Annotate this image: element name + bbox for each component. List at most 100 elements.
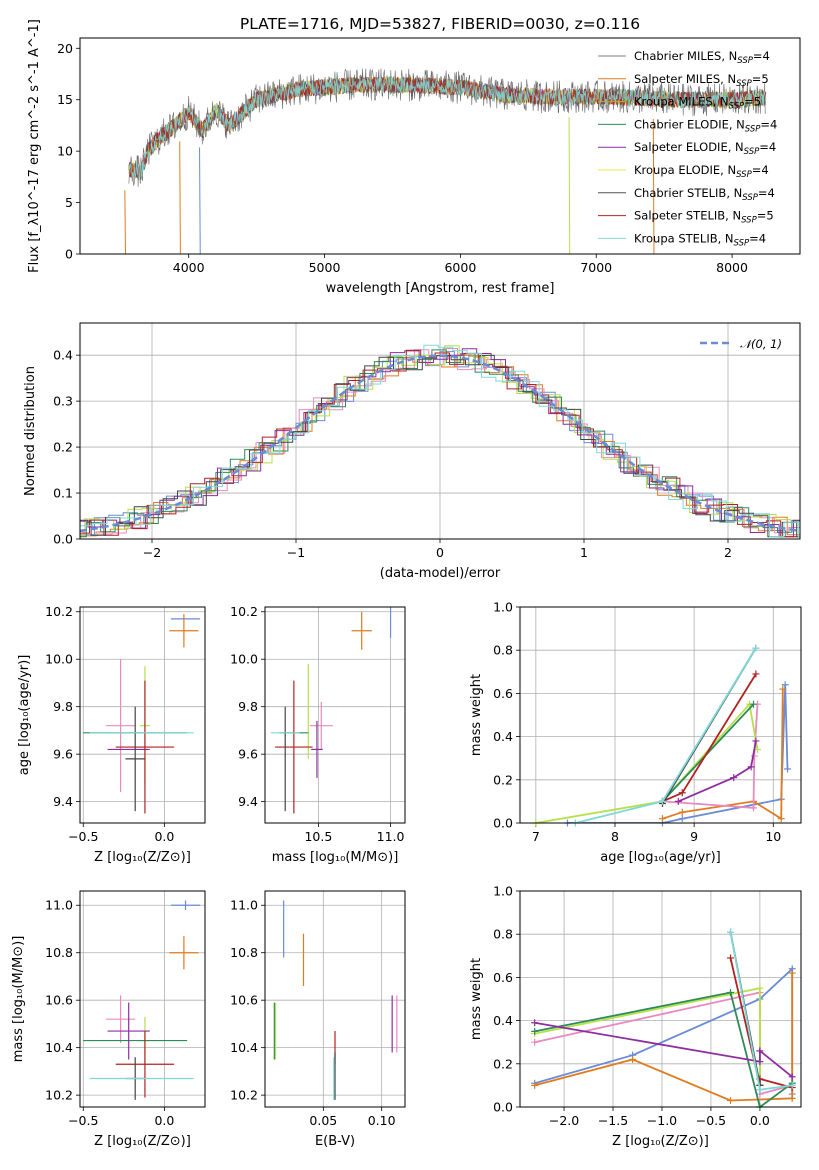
y-tick-label: 0.2 xyxy=(53,440,73,455)
y-tick-label: 0.8 xyxy=(493,643,513,658)
x-axis-label: Z [log₁₀(Z/Z⊙)] xyxy=(612,1134,709,1149)
x-axis-label: (data-model)/error xyxy=(380,566,501,581)
y-tick-label: 0.0 xyxy=(493,816,513,831)
y-tick-label: 10.2 xyxy=(45,604,73,619)
y-tick-label: 10.8 xyxy=(45,945,73,960)
y-tick-label: 11.0 xyxy=(45,898,73,913)
weight-series-line xyxy=(535,702,759,823)
weight-point-marker xyxy=(781,681,789,689)
residual-step-histogram xyxy=(80,354,800,538)
x-tick-label: −1.0 xyxy=(647,1113,677,1128)
x-tick-label: 4000 xyxy=(173,260,205,275)
plot-frame xyxy=(519,606,802,824)
weight-series-line xyxy=(662,689,784,821)
x-tick-label: 0 xyxy=(436,545,444,560)
x-tick-label: 8 xyxy=(611,829,619,844)
weight-point-marker xyxy=(752,670,760,678)
plot-frame xyxy=(519,890,802,1108)
x-tick-label: 10 xyxy=(765,829,781,844)
residual-step-histogram xyxy=(80,348,800,537)
y-axis-label: age [log₁₀(age/yr)] xyxy=(17,655,32,776)
legend-label-normal: 𝒩(0, 1) xyxy=(740,337,782,351)
y-tick-label: 10.8 xyxy=(230,945,258,960)
y-tick-label: 10.6 xyxy=(230,993,258,1008)
weight-point-marker xyxy=(678,789,686,797)
residual-step-histogram xyxy=(80,349,800,538)
weight-point-marker xyxy=(531,1027,539,1035)
absorption-dip xyxy=(652,119,655,254)
spectrum-panel: 4000 5000 6000 7000 8000 0 5 10 15 20 wavelength [… xyxy=(27,19,801,296)
weight-point-marker xyxy=(678,815,686,823)
weight-point-marker xyxy=(750,700,758,708)
absorption-dip xyxy=(124,190,127,254)
weight-series-line xyxy=(677,740,757,803)
normal-distribution-curve xyxy=(79,354,801,533)
age-vs-metallicity-panel: −0.5 0.0 9.4 9.6 9.8 10.0 10.2 Z [log₁₀(Z/Z⊙)] a… xyxy=(17,604,206,865)
legend-label: Chabrier MILES, NSSP=4 xyxy=(634,49,770,66)
x-axis-label: E(B-V) xyxy=(315,1134,355,1149)
residual-step-histogram xyxy=(80,344,800,538)
figure-title: PLATE=1716, MJD=53827, FIBERID=0030, z=0… xyxy=(240,15,640,33)
y-tick-label: 0.6 xyxy=(493,686,513,701)
mass-vs-ebv-panel: 0.05 0.10 10.2 10.4 10.6 10.8 11.0 E(B-V) xyxy=(230,890,406,1149)
weight-point-marker xyxy=(788,1081,796,1089)
y-tick-label: 20 xyxy=(57,41,73,56)
x-tick-label: −0.5 xyxy=(68,1113,98,1128)
weight-point-marker xyxy=(727,989,735,997)
x-tick-label: 0.0 xyxy=(154,829,174,844)
weight-vs-metallicity-panel: −2.0 −1.5 −1.0 −0.5 0.0 0.0 0.2 0.4 0.6 0.8 1.0 Z [… xyxy=(469,884,802,1149)
weight-point-marker xyxy=(777,815,785,823)
y-tick-label: 11.0 xyxy=(230,898,258,913)
weight-point-marker xyxy=(678,808,686,816)
weight-series-line xyxy=(534,987,761,1086)
weight-point-marker xyxy=(788,1073,796,1081)
y-tick-label: 0.2 xyxy=(493,772,513,787)
residual-step-histogram xyxy=(80,348,800,538)
legend-label: Kroupa MILES, NSSP=5 xyxy=(634,95,761,112)
weight-series-line xyxy=(567,684,789,823)
y-axis-label: Normed distribution xyxy=(23,366,38,496)
weight-point-marker xyxy=(756,1047,764,1055)
residual-step-histogram xyxy=(80,354,800,538)
y-tick-label: 10.2 xyxy=(45,1088,73,1103)
x-tick-label: 5000 xyxy=(309,260,341,275)
x-axis-label: Z [log₁₀(Z/Z⊙)] xyxy=(94,850,191,865)
y-tick-label: 10.2 xyxy=(230,1088,258,1103)
x-tick-label: 11.0 xyxy=(377,829,405,844)
x-axis-label: wavelength [Angstrom, rest frame] xyxy=(326,281,555,296)
x-tick-label: 2 xyxy=(724,545,732,560)
y-tick-label: 0.3 xyxy=(53,394,73,409)
legend-label: Chabrier ELODIE, NSSP=4 xyxy=(634,117,777,134)
y-tick-label: 0.0 xyxy=(493,1100,513,1115)
y-tick-label: 0.0 xyxy=(53,532,73,547)
y-tick-label: 9.8 xyxy=(238,699,258,714)
x-tick-label: −2.0 xyxy=(549,1113,579,1128)
y-axis-label: mass weight xyxy=(469,674,484,756)
plot-frame xyxy=(79,890,206,1108)
y-tick-label: 10.0 xyxy=(45,652,73,667)
y-tick-label: 0.1 xyxy=(53,486,73,501)
y-axis-label: mass [log₁₀(M/M⊙)] xyxy=(11,936,26,1063)
x-tick-label: 1 xyxy=(580,545,588,560)
x-tick-label: −1 xyxy=(287,545,305,560)
legend-label: Salpeter STELIB, NSSP=5 xyxy=(634,209,774,226)
y-tick-label: 10.4 xyxy=(45,1040,73,1055)
x-tick-label: 0.0 xyxy=(154,1113,174,1128)
x-axis-label: Z [log₁₀(Z/Z⊙)] xyxy=(94,1134,191,1149)
weight-point-marker xyxy=(658,815,666,823)
legend-label: Salpeter ELODIE, NSSP=4 xyxy=(634,140,776,157)
weight-point-marker xyxy=(727,1097,735,1105)
y-tick-label: 5 xyxy=(65,195,73,210)
x-tick-label: 0.0 xyxy=(750,1113,770,1128)
y-tick-label: 10.6 xyxy=(45,993,73,1008)
x-tick-label: −1.5 xyxy=(598,1113,628,1128)
weight-point-marker xyxy=(784,765,792,773)
weight-point-marker xyxy=(747,763,755,771)
y-tick-label: 9.8 xyxy=(53,699,73,714)
legend-label: Salpeter MILES, NSSP=5 xyxy=(634,72,769,89)
weight-point-marker xyxy=(788,1094,796,1102)
legend-label: Kroupa ELODIE, NSSP=4 xyxy=(634,163,769,180)
weight-series-line xyxy=(534,1021,793,1078)
y-tick-label: 9.6 xyxy=(53,747,73,762)
y-tick-label: 0.2 xyxy=(493,1056,513,1071)
